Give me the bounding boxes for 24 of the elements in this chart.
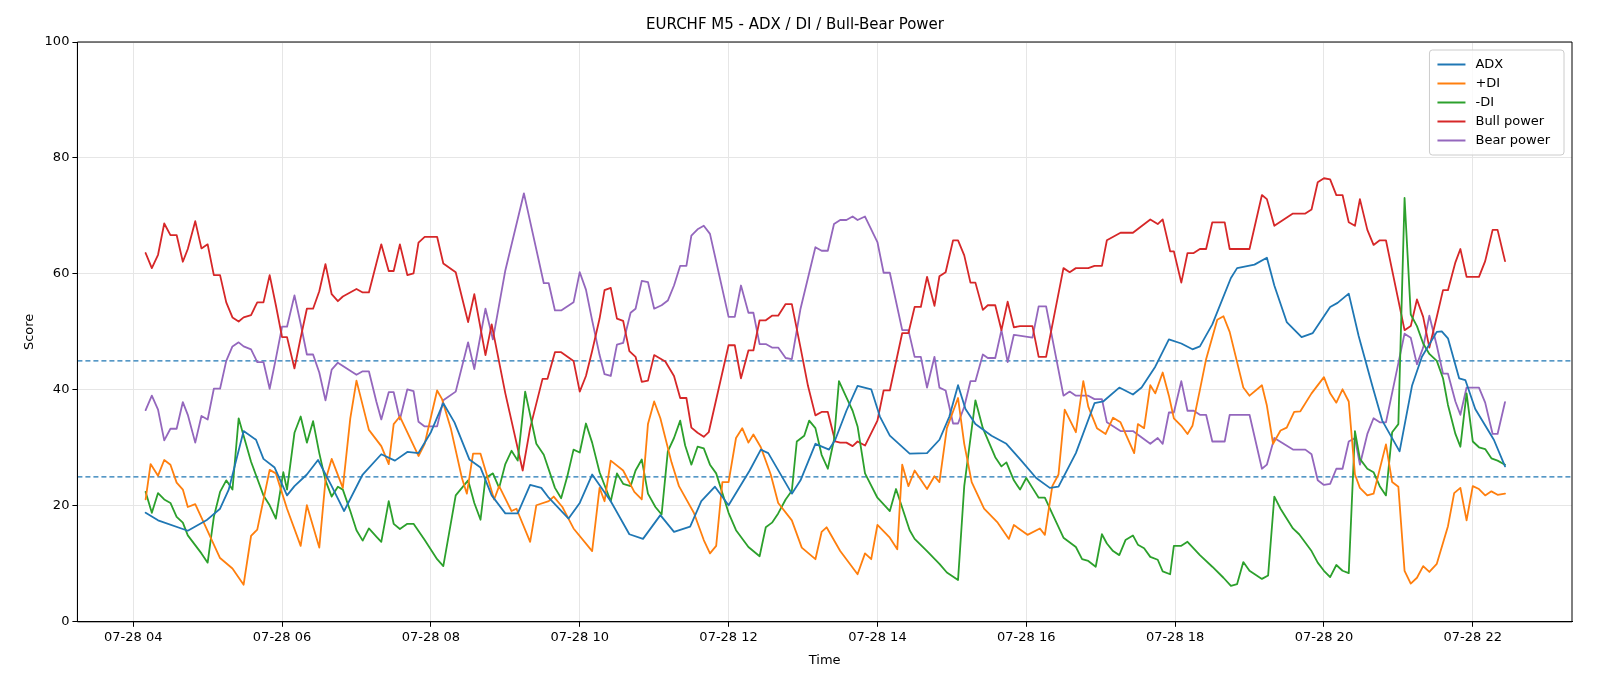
x-tick-label: 07-28 14 <box>848 628 907 644</box>
chart-title: EURCHF M5 - ADX / DI / Bull-Bear Power <box>646 14 945 33</box>
x-tick-label: 07-28 16 <box>997 628 1056 644</box>
y-tick-label: 60 <box>52 265 70 281</box>
legend-label: +DI <box>1475 74 1501 90</box>
y-tick-label: 100 <box>44 33 70 49</box>
y-tick-label: 80 <box>52 149 70 165</box>
x-tick-label: 07-28 08 <box>401 628 461 644</box>
y-tick-label: 0 <box>61 613 70 629</box>
x-axis-title: Time <box>807 651 841 667</box>
x-tick-label: 07-28 20 <box>1294 628 1354 644</box>
x-tick-label: 07-28 12 <box>699 628 758 644</box>
x-tick-label: 07-28 18 <box>1145 628 1205 644</box>
y-axis-title: Score <box>21 313 37 351</box>
legend-label: ADX <box>1475 55 1504 71</box>
y-tick-label: 20 <box>52 497 70 513</box>
x-tick-label: 07-28 04 <box>104 628 163 644</box>
legend-label: Bear power <box>1475 131 1551 147</box>
legend-label: -DI <box>1475 93 1495 109</box>
x-tick-label: 07-28 22 <box>1443 628 1502 644</box>
x-tick-label: 07-28 06 <box>252 628 312 644</box>
legend-label: Bull power <box>1475 112 1545 128</box>
y-tick-label: 40 <box>52 381 70 397</box>
x-tick-label: 07-28 10 <box>550 628 609 644</box>
